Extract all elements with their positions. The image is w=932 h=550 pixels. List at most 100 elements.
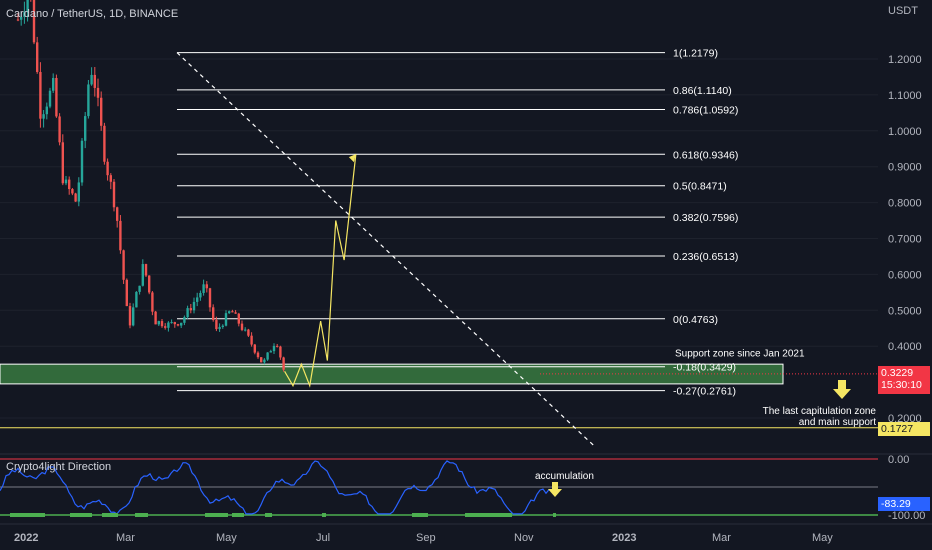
candle-body (256, 352, 260, 358)
candle-body (90, 74, 93, 85)
projection-arrowhead (348, 154, 356, 163)
y-tick-label: 0.6000 (888, 269, 922, 281)
candle-body (196, 297, 199, 302)
candle-body (167, 322, 170, 328)
accumulation-marker (465, 513, 512, 517)
candle-body (202, 284, 205, 293)
candle-body (87, 84, 90, 117)
candle-body (68, 179, 71, 190)
candle-body (71, 189, 74, 194)
candle-body (74, 193, 77, 202)
candle-body (276, 345, 279, 347)
candle-body (125, 279, 128, 307)
candle-body (192, 301, 196, 311)
fib-level-label: 0.618(0.9346) (673, 149, 738, 161)
y-tick-label: 0.5000 (888, 305, 922, 317)
candle-body (244, 329, 247, 331)
currency-unit: USDT (888, 5, 918, 17)
y-tick-label: 0.4000 (888, 341, 922, 353)
y-tick-label: 1.2000 (888, 54, 922, 66)
candle-body (119, 220, 122, 251)
candle-body (23, 12, 26, 17)
osc-tick-label: -100.00 (888, 510, 925, 522)
support-price-badge: 0.1727 (878, 422, 930, 436)
indicator-title: Crypto4light Direction (6, 461, 112, 473)
x-tick-label: Sep (416, 532, 436, 544)
candle-body (164, 326, 167, 328)
last-price-badge: 0.3229 15:30:10 (878, 366, 930, 394)
candle-body (221, 325, 224, 327)
fib-level-label: -0.18(0.3429) (673, 362, 736, 374)
candle-body (205, 284, 208, 289)
candle-body (173, 322, 176, 325)
x-tick-label: May (812, 532, 833, 544)
x-tick-label: 2023 (612, 532, 636, 544)
candle-body (151, 292, 154, 312)
candle-body (58, 116, 61, 143)
candle-body (48, 90, 52, 107)
candle-body (237, 313, 240, 324)
fib-level-label: 0(0.4763) (673, 314, 718, 326)
osc-tick-label: 0.00 (888, 454, 909, 466)
fib-level-label: 0.86(1.1140) (673, 85, 732, 97)
osc-line (0, 460, 559, 515)
candle-body (93, 74, 96, 88)
accumulation-marker (232, 513, 244, 517)
candle-body (52, 77, 55, 91)
candle-body (138, 285, 141, 292)
accumulation-marker (205, 513, 228, 517)
x-tick-label: May (216, 532, 237, 544)
support-zone-label: Support zone since Jan 2021 (675, 349, 805, 360)
accumulation-marker (70, 513, 92, 517)
candle-body (282, 357, 285, 370)
capitulation-arrow-icon (833, 380, 851, 399)
x-tick-label: 2022 (14, 532, 38, 544)
fib-level-label: 0.786(1.0592) (673, 105, 738, 117)
y-tick-label: 0.8000 (888, 198, 922, 210)
accumulation-marker (10, 513, 45, 517)
fib-level-label: 0.236(0.6513) (673, 251, 738, 263)
candle-body (208, 288, 212, 308)
candle-body (96, 87, 100, 98)
candle-body (55, 77, 58, 117)
candle-body (100, 97, 103, 126)
y-tick-label: 0.7000 (888, 234, 922, 246)
candle-body (266, 352, 269, 360)
candle-body (154, 311, 157, 325)
accumulation-marker (135, 513, 148, 517)
candle-body (279, 346, 282, 358)
candle-body (189, 308, 192, 311)
indicator-value-badge: -83.29 (878, 497, 930, 511)
fib-level-label: 0.5(0.8471) (673, 181, 727, 193)
candle-body (224, 313, 228, 326)
accumulation-label: accumulation (535, 471, 594, 482)
last-price-value: 0.3229 (881, 367, 914, 379)
y-tick-label: 1.1000 (888, 90, 922, 102)
candle-body (176, 324, 180, 326)
candle-body (135, 291, 138, 308)
candle-body (122, 250, 125, 280)
candle-body (212, 307, 215, 321)
accumulation-arrow-icon (548, 482, 562, 497)
fib-level-label: 1(1.2179) (673, 48, 718, 60)
chart-title: Cardano / TetherUS, 1D, BINANCE (6, 8, 179, 20)
countdown-value: 15:30:10 (881, 379, 922, 391)
candle-body (16, 19, 20, 21)
candle-body (36, 42, 39, 72)
x-tick-label: Mar (712, 532, 731, 544)
candle-body (183, 317, 186, 323)
candle-body (247, 329, 250, 336)
candle-body (186, 308, 189, 318)
candle-body (84, 116, 87, 141)
capitulation-label-2: and main support (799, 417, 876, 428)
candle-body (116, 207, 119, 221)
trend-line (176, 52, 596, 448)
candle-body (112, 181, 116, 208)
candle-body (103, 125, 106, 162)
candle-body (250, 335, 253, 345)
candle-body (77, 182, 80, 202)
candle-body (42, 114, 45, 119)
x-tick-label: Mar (116, 532, 135, 544)
accumulation-marker (412, 513, 428, 517)
